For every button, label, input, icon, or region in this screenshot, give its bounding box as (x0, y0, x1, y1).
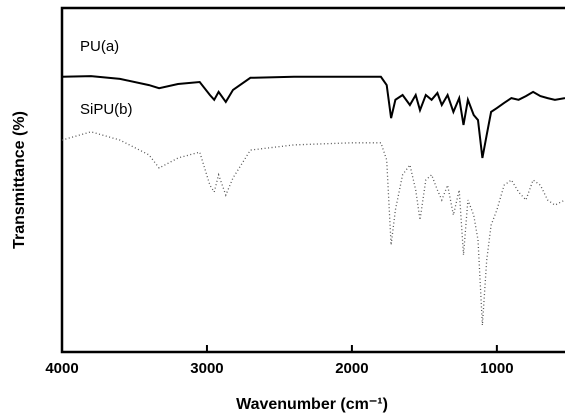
x-tick-label: 4000 (45, 360, 78, 377)
x-tick-label: 3000 (190, 360, 223, 377)
series-label: PU(a) (80, 38, 119, 55)
x-tick-label: 1000 (480, 360, 513, 377)
y-axis-label: Transmittance (%) (11, 111, 28, 249)
spectrum-line (61, 75, 565, 159)
x-axis-label: Wavenumber (cm⁻¹) (236, 396, 388, 413)
series-label: SiPU(b) (80, 101, 133, 118)
spectrum-line (61, 131, 565, 326)
x-tick-label: 2000 (335, 360, 368, 377)
plot-frame (60, 6, 565, 354)
